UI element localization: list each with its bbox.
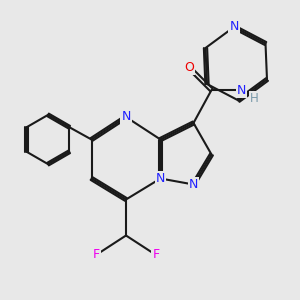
Text: N: N [121,110,131,124]
Text: N: N [237,83,246,97]
Text: H: H [250,92,259,105]
Text: O: O [184,61,194,74]
Text: F: F [152,248,160,262]
Text: N: N [229,20,239,34]
Text: N: N [189,178,198,191]
Text: F: F [92,248,100,262]
Text: N: N [156,172,165,185]
